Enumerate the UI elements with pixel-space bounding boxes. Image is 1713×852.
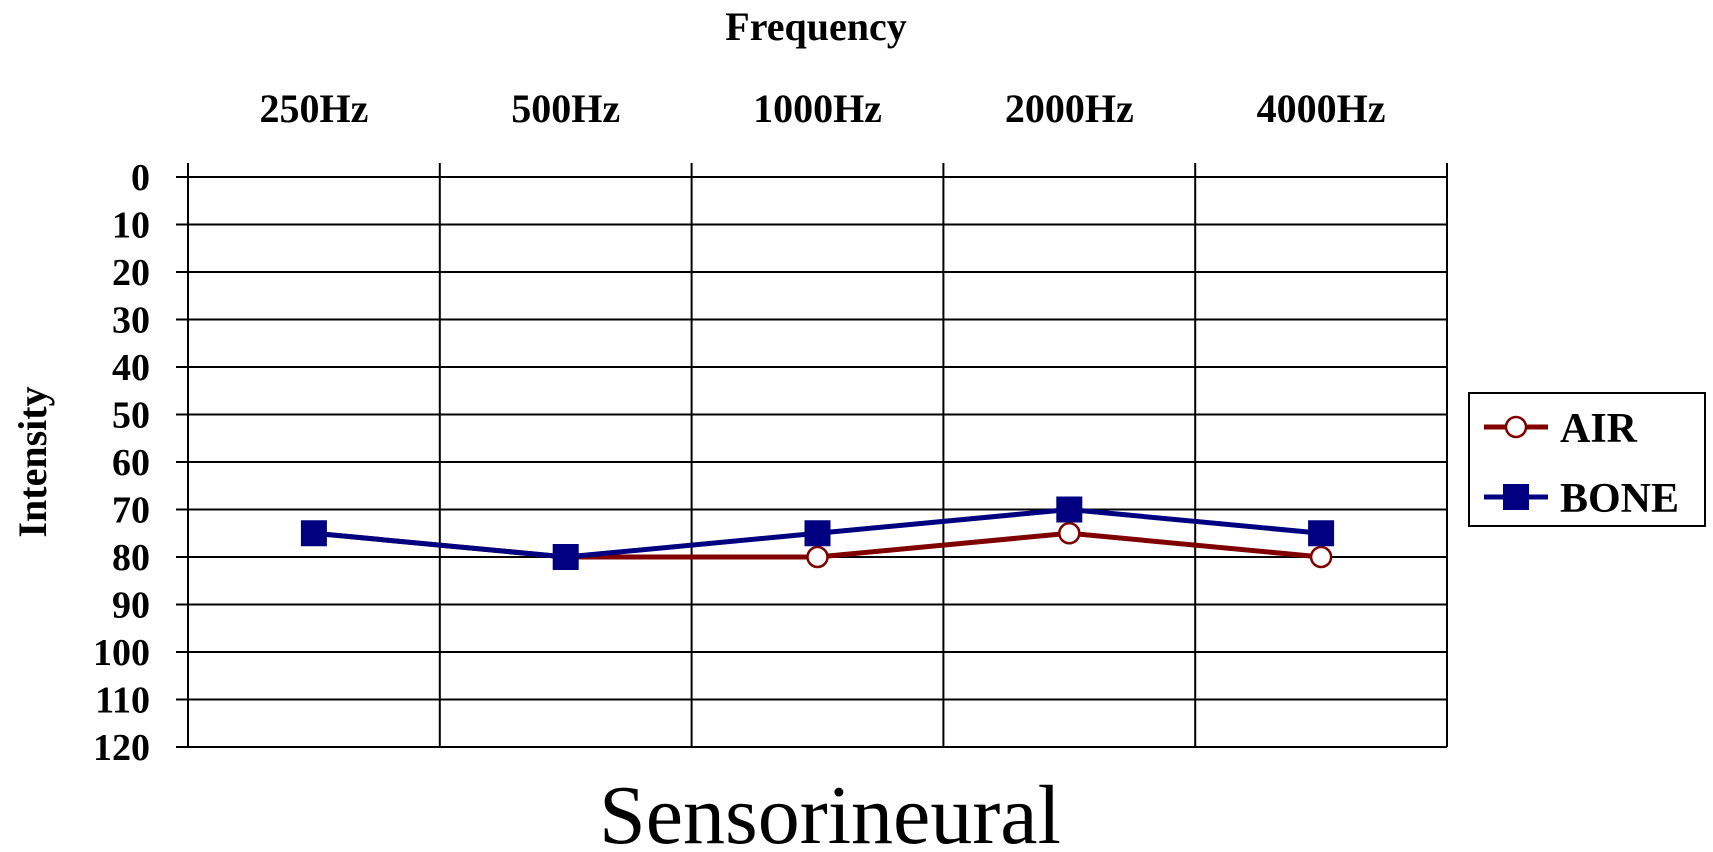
legend-air-marker bbox=[1504, 415, 1528, 439]
x-tick-label: 250Hz bbox=[259, 86, 368, 131]
air-marker bbox=[1058, 522, 1081, 545]
x-tick-label: 2000Hz bbox=[1005, 86, 1134, 131]
legend-label: AIR bbox=[1560, 406, 1638, 452]
series-bone bbox=[300, 496, 1335, 570]
y-tick-label: 90 bbox=[112, 585, 150, 627]
x-tick-label: 4000Hz bbox=[1257, 86, 1386, 131]
y-tick-label: 0 bbox=[131, 157, 150, 199]
x-tick-labels: 250Hz 500Hz 1000Hz 2000Hz 4000Hz bbox=[259, 86, 1385, 131]
air-marker bbox=[806, 545, 829, 569]
legend-bone-marker bbox=[1503, 484, 1529, 510]
air-marker bbox=[1309, 545, 1333, 569]
bone-marker bbox=[1056, 496, 1083, 523]
legend: AIR BONE bbox=[1468, 392, 1706, 527]
bone-marker bbox=[552, 544, 579, 570]
bone-marker bbox=[300, 520, 327, 547]
bone-marker bbox=[804, 520, 831, 547]
y-tick-label: 10 bbox=[112, 205, 150, 247]
y-tick-label: 80 bbox=[112, 537, 150, 579]
bone-marker bbox=[1308, 520, 1335, 547]
y-tick-labels: 0 10 20 30 40 50 60 70 80 90 100 110 120 bbox=[93, 157, 150, 769]
y-tick-label: 30 bbox=[112, 300, 150, 342]
y-tick-label: 20 bbox=[112, 252, 150, 294]
x-axis-title: Frequency bbox=[725, 4, 906, 49]
series-layer bbox=[300, 496, 1335, 570]
y-tick-label: 70 bbox=[112, 490, 150, 532]
y-tick-label: 110 bbox=[95, 680, 150, 722]
legend-label: BONE bbox=[1560, 476, 1679, 522]
y-tick-label: 60 bbox=[112, 442, 150, 484]
x-tick-label: 1000Hz bbox=[753, 86, 882, 131]
y-tick-label: 50 bbox=[112, 395, 150, 437]
chart-caption: Sensorineural bbox=[599, 769, 1061, 852]
y-tick-label: 100 bbox=[93, 632, 150, 674]
x-tick-label: 500Hz bbox=[511, 86, 620, 131]
y-tick-label: 120 bbox=[93, 727, 150, 769]
y-axis-title: Intensity bbox=[10, 386, 55, 537]
plot-grid bbox=[176, 163, 1448, 748]
y-tick-label: 40 bbox=[112, 347, 150, 389]
